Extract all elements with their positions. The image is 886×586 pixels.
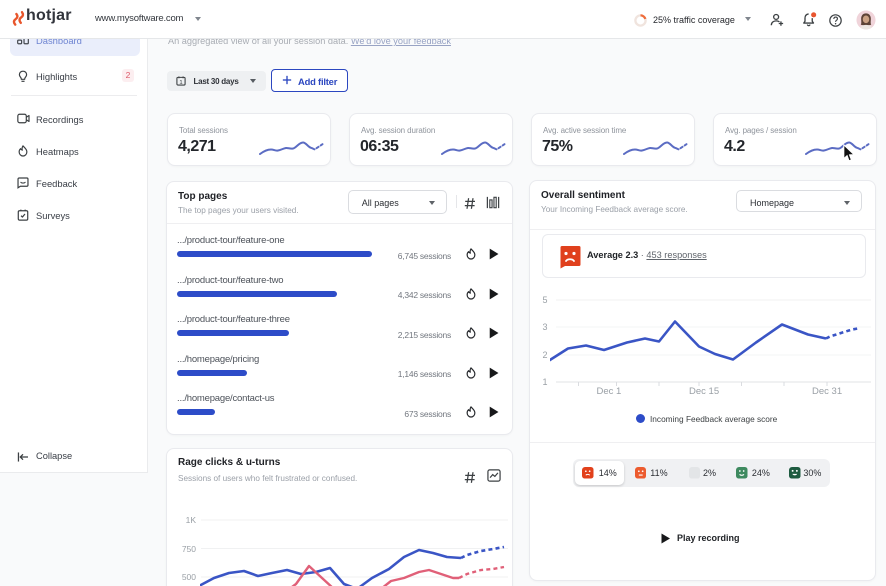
svg-text:1: 1 [179,80,182,86]
